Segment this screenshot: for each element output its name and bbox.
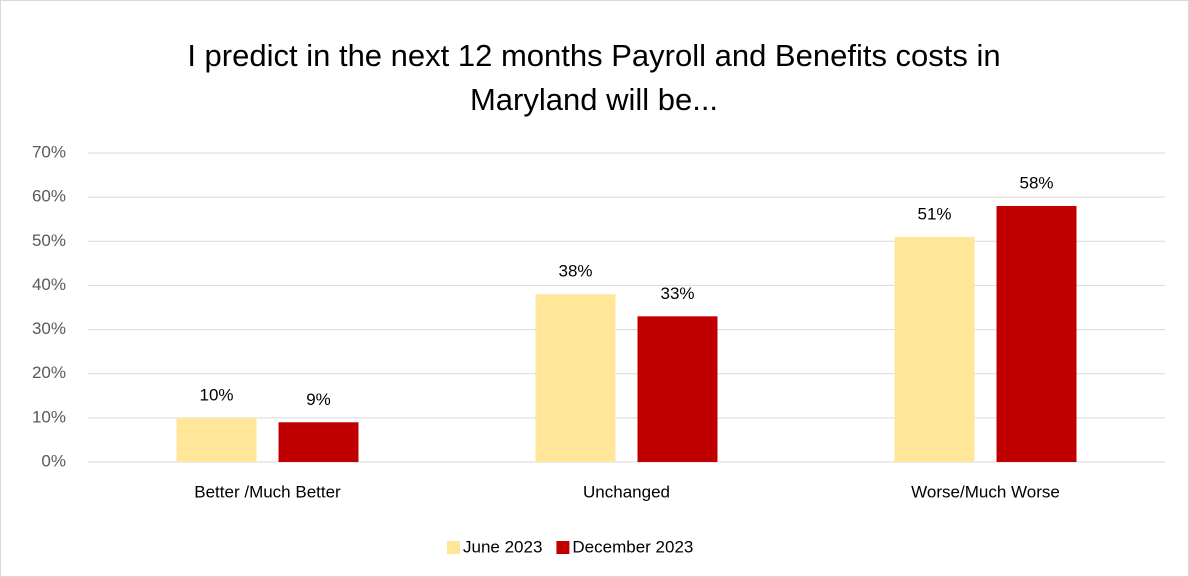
bar bbox=[176, 417, 257, 462]
data-label: 33% bbox=[660, 284, 694, 303]
legend-swatch bbox=[556, 541, 570, 554]
data-label: 10% bbox=[199, 385, 233, 404]
y-tick-label: 0% bbox=[41, 451, 66, 470]
bar bbox=[535, 294, 616, 462]
y-tick-label: 70% bbox=[32, 142, 66, 161]
chart-title: I predict in the next 12 months Payroll … bbox=[187, 38, 1001, 117]
bar bbox=[996, 205, 1077, 462]
bar bbox=[637, 316, 718, 462]
data-label: 58% bbox=[1019, 173, 1053, 192]
bar bbox=[894, 236, 975, 462]
legend-label: December 2023 bbox=[572, 537, 693, 556]
x-tick-label: Unchanged bbox=[583, 482, 670, 501]
y-tick-label: 50% bbox=[32, 231, 66, 250]
x-tick-label: Worse/Much Worse bbox=[911, 482, 1060, 501]
bar bbox=[278, 422, 359, 462]
data-label: 51% bbox=[917, 204, 951, 223]
x-tick-label: Better /Much Better bbox=[194, 482, 341, 501]
legend-swatch bbox=[447, 541, 460, 554]
y-tick-label: 20% bbox=[32, 363, 66, 382]
data-label: 9% bbox=[306, 390, 331, 409]
y-tick-label: 30% bbox=[32, 319, 66, 338]
data-label: 38% bbox=[558, 262, 592, 281]
legend-label: June 2023 bbox=[463, 537, 542, 556]
y-tick-label: 10% bbox=[32, 407, 66, 426]
y-tick-label: 60% bbox=[32, 187, 66, 206]
y-tick-label: 40% bbox=[32, 275, 66, 294]
